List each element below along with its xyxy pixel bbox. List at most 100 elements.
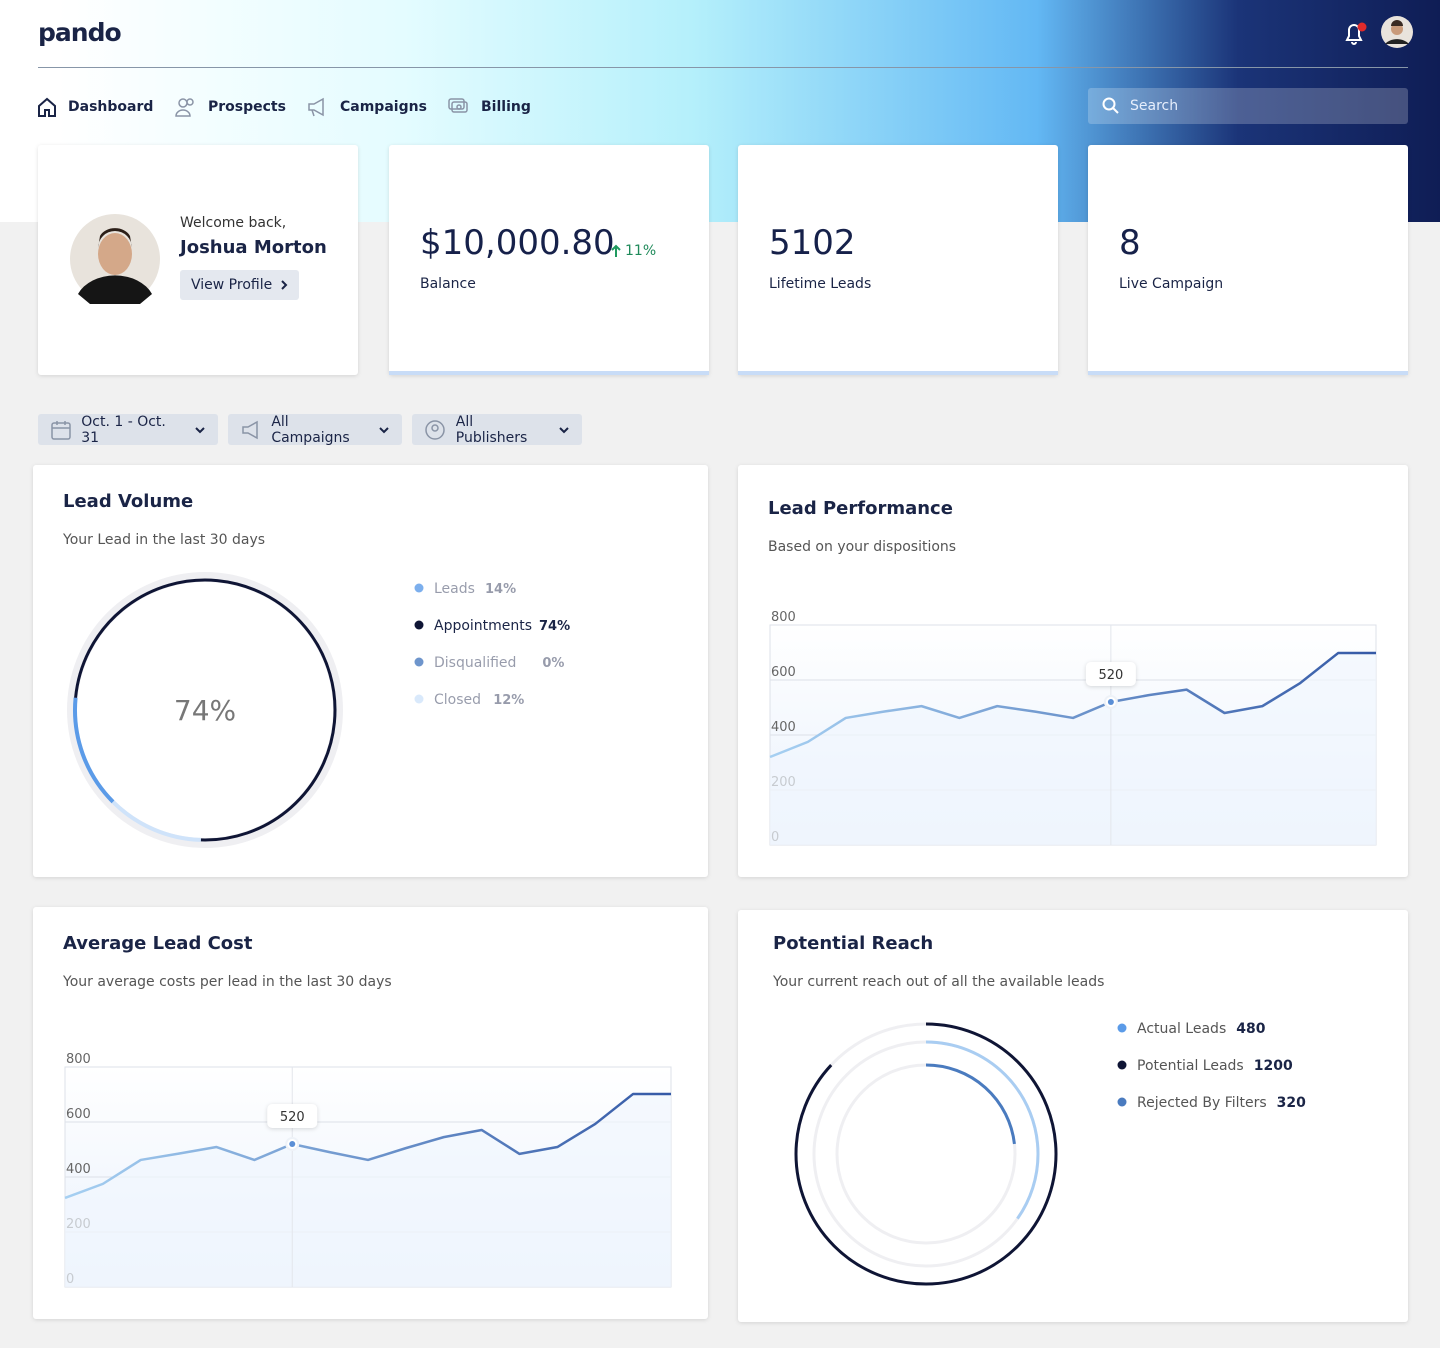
legend-dot — [414, 583, 424, 593]
ring-arc — [794, 1022, 1058, 1286]
legend-dot — [1117, 1097, 1127, 1107]
chevron — [195, 426, 206, 433]
legend-label: Appointments — [434, 618, 532, 634]
line-chart: 0200400600800520 — [769, 610, 1377, 846]
legend-value: 12% — [493, 693, 524, 708]
chevron — [379, 426, 390, 433]
calendar-icon — [51, 420, 71, 440]
arrow-up — [611, 244, 621, 257]
greeting: Welcome back, — [180, 215, 287, 231]
filter-label: All Campaigns — [271, 413, 350, 446]
nav-dashboard[interactable]: Dashboard — [36, 94, 153, 120]
tooltip-value: 520 — [280, 1110, 305, 1125]
megaphone-icon — [242, 420, 258, 439]
legend-label: Actual Leads — [1137, 1021, 1226, 1037]
publisher-filter[interactable]: All Publishers — [412, 414, 582, 446]
stat-value: 5102 — [769, 223, 856, 263]
card-accent — [738, 371, 1058, 375]
chevron — [559, 426, 569, 433]
average-lead-cost-card: Average Lead Cost Your average costs per… — [33, 907, 708, 1319]
y-tick-label: 400 — [66, 1162, 91, 1177]
card-accent — [389, 371, 709, 375]
legend-label: Leads — [434, 581, 475, 597]
legend-value: 0% — [542, 656, 564, 671]
card-subtitle: Your average costs per lead in the last … — [63, 974, 392, 990]
nav-label: Campaigns — [340, 99, 427, 115]
change-text: 11% — [625, 243, 657, 259]
campaign-filter[interactable]: All Campaigns — [228, 413, 402, 446]
nav-billing[interactable]: Billing — [447, 94, 531, 120]
tooltip-value: 520 — [1098, 668, 1123, 683]
legend-value: 14% — [485, 582, 516, 597]
donut-track — [67, 572, 343, 848]
legend-value: 480 — [1236, 1021, 1265, 1037]
nav-label: Dashboard — [68, 99, 154, 115]
hover-dot — [1107, 699, 1114, 705]
card-subtitle: Your current reach out of all the availa… — [773, 974, 1105, 990]
legend-dot — [414, 694, 424, 704]
tooltip — [267, 1104, 318, 1128]
legend-label: Disqualified — [434, 655, 516, 671]
nav-campaigns[interactable]: Campaigns — [306, 94, 427, 120]
card-title: Average Lead Cost — [63, 933, 253, 954]
user-avatar[interactable] — [1381, 16, 1413, 48]
card-subtitle: Based on your dispositions — [768, 539, 957, 555]
y-tick-label: 600 — [66, 1107, 91, 1122]
user-name: Joshua Morton — [180, 237, 327, 258]
legend-value: 74% — [539, 619, 570, 634]
ring-chart: Actual Leads 480 Potential Leads 1200 Reject… — [794, 1021, 1306, 1286]
nav-label: Prospects — [208, 99, 286, 115]
search-placeholder: Search — [1130, 98, 1179, 114]
y-tick-label: 800 — [66, 1052, 91, 1067]
legend-label: Potential Leads — [1137, 1058, 1244, 1074]
hover-dot — [289, 1141, 296, 1147]
icon — [448, 98, 468, 113]
button-label: View Profile — [191, 277, 273, 293]
card-subtitle: Your Lead in the last 30 days — [63, 532, 266, 548]
stat-label: Balance — [420, 276, 476, 292]
card-title: Lead Volume — [63, 491, 194, 512]
ring-arc — [812, 1040, 1040, 1268]
lead-performance-card: Lead Performance Based on your dispositi… — [738, 465, 1408, 877]
stat-card: $10,000.80 11% Balance — [389, 145, 709, 375]
stat-value: $10,000.80 — [420, 223, 615, 263]
legend-dot — [414, 620, 424, 630]
line-area — [770, 653, 1376, 845]
icon — [38, 97, 56, 117]
legend-label: Closed — [434, 692, 481, 708]
stat-label: Live Campaign — [1119, 276, 1224, 292]
card-accent — [1088, 371, 1408, 375]
y-tick-label: 400 — [771, 720, 796, 735]
logo[interactable]: pando — [38, 18, 122, 47]
filter-label: Oct. 1 - Oct. 31 — [81, 413, 166, 446]
stat-change: 11% — [611, 243, 656, 259]
lead-volume-card: Lead Volume Your Lead in the last 30 day… — [33, 465, 708, 877]
card-title: Lead Performance — [768, 498, 953, 519]
legend-label: Rejected By Filters — [1137, 1095, 1267, 1111]
stat-label: Lifetime Leads — [769, 276, 872, 292]
stat-value: 8 — [1119, 223, 1141, 263]
donut-center-label: 74% — [174, 694, 236, 727]
legend-dot — [1117, 1023, 1127, 1033]
stat-card: 5102 Lifetime Leads — [738, 145, 1058, 375]
line-chart: 0200400600800520 — [64, 1052, 672, 1288]
nav-prospects[interactable]: Prospects — [174, 94, 286, 120]
legend-value: 320 — [1277, 1095, 1306, 1111]
legend-dot — [414, 657, 424, 667]
nav-label: Billing — [481, 99, 531, 115]
ring-arc — [835, 1063, 1017, 1245]
date-filter[interactable]: Oct. 1 - Oct. 31 — [38, 413, 218, 446]
notification-bell[interactable] — [1340, 18, 1368, 48]
data-line — [64, 1092, 671, 1200]
search-icon — [1102, 97, 1119, 114]
donut-chart: Leads 14% Appointments 74% Disqualified 0% Clo… — [67, 572, 570, 848]
donut-segment — [72, 578, 337, 842]
view-profile-button[interactable]: View Profile — [180, 270, 300, 300]
profile-photo — [70, 214, 160, 304]
potential-reach-card: Potential Reach Your current reach out o… — [738, 910, 1408, 1322]
y-tick-label: 600 — [771, 665, 796, 680]
card-title: Potential Reach — [773, 933, 934, 954]
icon — [308, 97, 324, 117]
search-box[interactable]: Search — [1088, 88, 1408, 124]
